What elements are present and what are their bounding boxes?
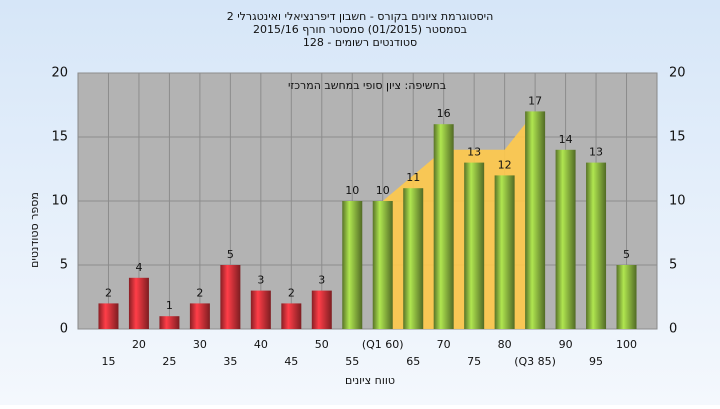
bar: [372, 201, 393, 329]
value-label: 16: [437, 107, 451, 120]
x-tick-label: 100: [616, 338, 637, 351]
value-label: 17: [528, 94, 542, 107]
x-tick-label: 70: [437, 338, 451, 351]
bar: [403, 188, 424, 329]
bar: [189, 303, 210, 329]
bar: [494, 175, 515, 329]
value-label: 2: [196, 286, 203, 299]
value-label: 3: [257, 274, 264, 287]
chart-title: היסטוגרמת ציונים בקורס - חשבון דיפרנציאל…: [227, 10, 494, 23]
bar: [616, 265, 637, 329]
value-label: 4: [135, 261, 142, 274]
bar: [281, 303, 302, 329]
y2-tick-label: 10: [669, 194, 686, 209]
bar: [311, 290, 332, 329]
x-tick-label: 30: [193, 338, 207, 351]
chart-subtitle: סטודנטים רשומים - 128: [303, 36, 417, 49]
y2-tick-label: 0: [669, 322, 677, 337]
x-tick-label: 80: [498, 338, 512, 351]
bar: [159, 316, 180, 329]
y2-tick-label: 5: [669, 258, 677, 273]
x-tick-label: 35: [223, 355, 237, 368]
chart-subtitle: בסמסטר (01/2015) סמסטר חורף 2015/16: [253, 23, 467, 36]
x-tick-label: 45: [284, 355, 298, 368]
x-tick-label: 15: [101, 355, 115, 368]
bar: [128, 277, 149, 329]
y-tick-label: 20: [51, 66, 68, 81]
x-tick-label: 90: [559, 338, 573, 351]
value-label: 13: [589, 146, 603, 159]
x-tick-label: 25: [162, 355, 176, 368]
value-label: 5: [623, 248, 630, 261]
x-tick-label: 40: [254, 338, 268, 351]
x-tick-label: 75: [467, 355, 481, 368]
bar: [464, 162, 485, 329]
x-tick-label: 65: [406, 355, 420, 368]
value-label: 11: [406, 171, 420, 184]
y-tick-label: 0: [60, 322, 68, 337]
annotation: בחשיפה: ציון סופי במחשב המרכזי: [288, 79, 446, 92]
bar: [342, 201, 363, 329]
x-tick-label: 50: [315, 338, 329, 351]
y-tick-label: 5: [60, 258, 68, 273]
value-label: 13: [467, 146, 481, 159]
x-tick-label: 20: [132, 338, 146, 351]
y2-tick-label: 20: [669, 66, 686, 81]
value-label: 3: [318, 274, 325, 287]
bar: [220, 265, 241, 329]
bar: [98, 303, 119, 329]
value-label: 10: [345, 184, 359, 197]
bar: [555, 149, 576, 329]
bar: [586, 162, 607, 329]
x-axis-title: טווח ציונים: [345, 374, 395, 387]
y-tick-label: 10: [51, 194, 68, 209]
bar: [525, 111, 546, 330]
value-label: 1: [166, 299, 173, 312]
y-axis-title: מספר סטודנטים: [28, 192, 41, 268]
x-tick-label: (Q1 60): [362, 338, 404, 351]
value-label: 10: [376, 184, 390, 197]
value-label: 5: [227, 248, 234, 261]
value-label: 14: [559, 133, 573, 146]
y-tick-label: 15: [51, 130, 68, 145]
value-label: 2: [105, 286, 112, 299]
x-tick-label: 95: [589, 355, 603, 368]
value-label: 12: [498, 158, 512, 171]
bar: [433, 124, 454, 329]
x-tick-label: 55: [345, 355, 359, 368]
bar: [250, 290, 271, 329]
value-label: 2: [288, 286, 295, 299]
x-tick-label: (Q3 85): [514, 355, 556, 368]
y2-tick-label: 15: [669, 130, 686, 145]
